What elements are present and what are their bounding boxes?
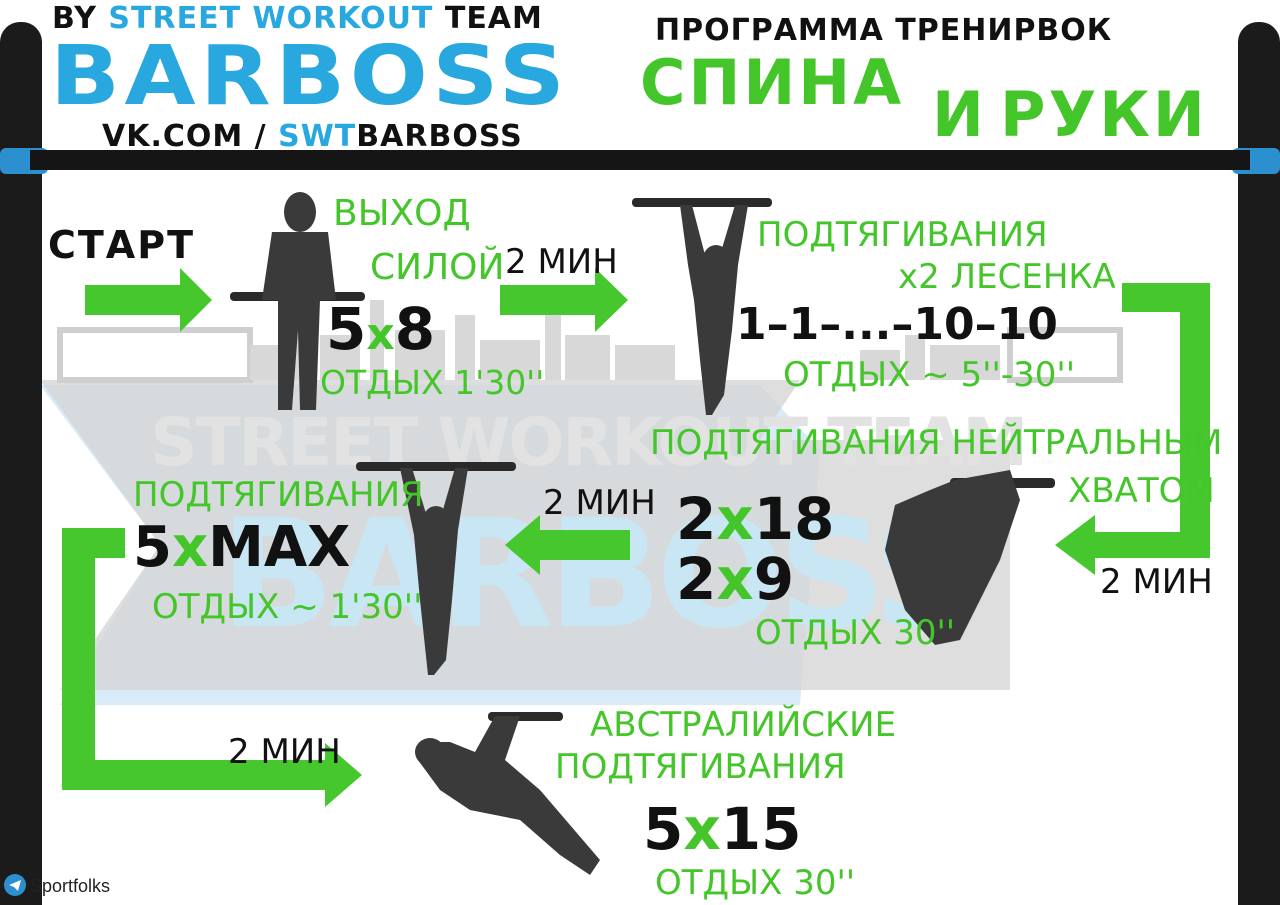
- ladder-title-2: x2 ЛЕСЕНКА: [898, 257, 1116, 297]
- pullups-rest: ОТДЫХ ~ 1'30'': [152, 587, 423, 627]
- muscle-up-title-2: СИЛОЙ: [370, 247, 505, 288]
- neutral-scheme-1: 2x18: [676, 485, 835, 553]
- title-back: СПИНА: [640, 46, 905, 119]
- rest-label-1: 2 МИН: [505, 242, 618, 282]
- title-arms: РУКИ: [1000, 78, 1208, 151]
- pullup-figure-1: [632, 198, 772, 415]
- australian-pullup-figure: [415, 712, 600, 875]
- program-title: ПРОГРАММА ТРЕНИРВОК: [655, 13, 1113, 48]
- pullups-title: ПОДТЯГИВАНИЯ: [133, 475, 424, 515]
- vk-link[interactable]: VK.COM / SWTBARBOSS: [102, 119, 523, 154]
- pullups-scheme: 5xMAX: [133, 515, 351, 580]
- watermark-team: STREET WORKOUT TEAM: [150, 404, 1028, 481]
- arrow-left-loop: [62, 528, 362, 807]
- watermark-brand: BARBOSS: [220, 488, 981, 662]
- muscle-up-rest: ОТДЫХ 1'30'': [320, 363, 545, 402]
- ladder-title-1: ПОДТЯГИВАНИЯ: [757, 215, 1048, 255]
- header-by-line: BY STREET WORKOUT TEAM: [52, 1, 543, 36]
- ladder-scheme: 1–1–...–10–10: [736, 299, 1058, 350]
- pullup-figure-2: [356, 462, 516, 675]
- muscle-up-title-1: ВЫХОД: [333, 193, 471, 234]
- neutral-rest: ОТДЫХ 30'': [755, 613, 956, 653]
- rest-label-3: 2 МИН: [543, 483, 656, 523]
- source-label: Sportfolks: [30, 876, 111, 896]
- neutral-title-1: ПОДТЯГИВАНИЯ НЕЙТРАЛЬНЫМ: [650, 423, 1223, 463]
- arrow-to-ladder: [500, 268, 628, 332]
- arrow-right-loop: [1055, 283, 1210, 575]
- australian-rest: ОТДЫХ 30'': [655, 863, 856, 903]
- brand-logo: BARBOSS: [50, 29, 570, 124]
- muscle-up-scheme: 5x8: [326, 295, 436, 363]
- horizontal-bar: [30, 150, 1250, 170]
- australian-scheme: 5x15: [643, 795, 802, 863]
- neutral-scheme-2: 2x9: [676, 545, 795, 613]
- rest-label-4: 2 МИН: [228, 732, 341, 772]
- muscle-up-figure: [230, 192, 365, 410]
- arrow-to-pullups: [505, 515, 630, 575]
- australian-title-1: АВСТРАЛИЙСКИЕ: [590, 705, 897, 745]
- neutral-grip-figure: [885, 470, 1055, 645]
- rest-label-2: 2 МИН: [1100, 562, 1213, 602]
- ladder-rest: ОТДЫХ ~ 5''-30'': [783, 355, 1076, 395]
- telegram-icon: [4, 874, 26, 896]
- australian-title-2: ПОДТЯГИВАНИЯ: [555, 747, 846, 787]
- start-label: СТАРТ: [48, 223, 195, 267]
- arrow-start: [85, 268, 212, 332]
- title-and: И: [932, 78, 984, 151]
- neutral-title-2: ХВАТОМ: [1068, 471, 1215, 511]
